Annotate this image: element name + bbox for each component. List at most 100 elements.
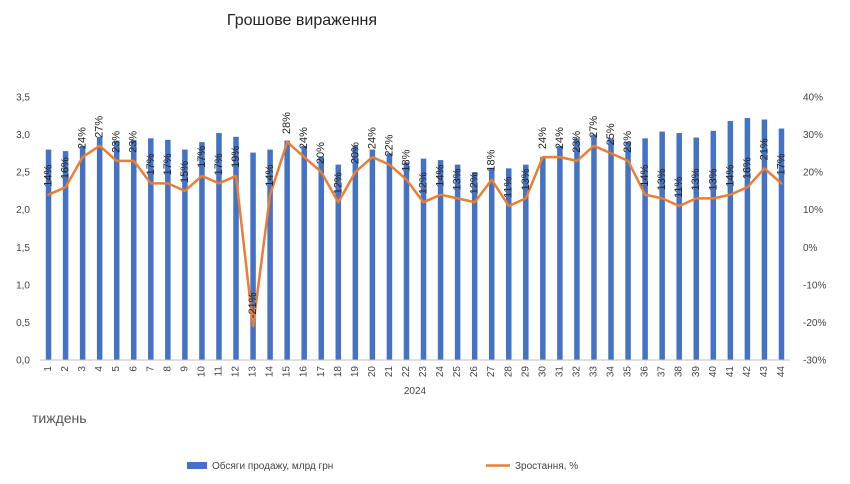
growth-data-label-week-31: 24% [554, 127, 566, 149]
group-label: 2024 [404, 386, 427, 397]
growth-data-label-week-12: 19% [230, 146, 242, 168]
bar-sales-week-16 [301, 145, 307, 360]
x-tick-label-23: 23 [418, 366, 429, 378]
growth-data-label-week-23: 12% [418, 172, 430, 194]
bar-sales-week-33 [591, 134, 597, 360]
growth-data-label-week-24: 14% [435, 164, 447, 186]
x-tick-label-18: 18 [333, 366, 344, 378]
x-tick-label-34: 34 [606, 366, 617, 378]
growth-data-label-week-8: 17% [162, 153, 174, 175]
growth-data-label-week-37: 13% [656, 168, 668, 190]
growth-data-label-week-4: 27% [94, 116, 106, 138]
growth-data-label-week-36: 14% [639, 164, 651, 186]
bar-sales-week-42 [744, 118, 751, 360]
bar-sales-week-24 [437, 160, 444, 360]
growth-data-label-week-26: 12% [469, 172, 481, 194]
x-tick-label-20: 20 [367, 366, 378, 378]
growth-data-label-week-17: 20% [315, 142, 327, 164]
bar-sales-week-21 [386, 153, 393, 360]
bar-sales-week-28 [506, 168, 512, 360]
x-tick-label-42: 42 [742, 366, 753, 378]
bar-sales-week-11 [216, 133, 222, 360]
growth-data-label-week-15: 28% [281, 112, 293, 134]
bar-sales-week-14 [267, 149, 273, 360]
bar-sales-week-22 [403, 162, 410, 360]
growth-data-label-week-32: 23% [571, 131, 583, 153]
x-tick-label-19: 19 [350, 366, 361, 378]
left-tick-label: 1,0 [16, 280, 30, 291]
x-tick-label-27: 27 [486, 366, 497, 378]
x-axis-ticks: 1 2 3 4 5 6 7 8 9 10 11 12 13 14 15 16 17 18 19 20 21 22 23 24 2… [43, 366, 787, 378]
right-tick-label: 40% [803, 93, 823, 104]
bar-sales-week-43 [761, 119, 768, 361]
x-tick-label-24: 24 [435, 366, 446, 378]
growth-data-label-week-33: 27% [588, 116, 600, 138]
bar-sales-week-3 [79, 145, 86, 360]
bar-sales-week-13 [250, 152, 256, 360]
growth-data-label-week-5: 23% [111, 131, 123, 153]
growth-data-label-week-22: 18% [400, 149, 412, 171]
growth-data-label-week-13: -21% [247, 292, 259, 318]
x-tick-label-7: 7 [145, 366, 156, 372]
growth-data-label-week-25: 13% [452, 168, 464, 190]
x-tick-label-4: 4 [94, 366, 105, 372]
bar-sales-week-35 [625, 142, 631, 360]
bar-sales-week-29 [523, 164, 529, 360]
growth-line-layer [47, 140, 783, 328]
growth-data-label-week-44: 17% [775, 153, 787, 175]
bar-sales-week-25 [454, 164, 461, 360]
x-tick-label-2: 2 [60, 366, 71, 372]
right-tick-label: 10% [803, 205, 823, 216]
bar-sales-week-41 [727, 121, 734, 360]
growth-line [47, 140, 783, 328]
growth-data-label-week-27: 18% [486, 149, 498, 171]
x-tick-label-28: 28 [503, 366, 514, 378]
growth-data-label-week-16: 24% [298, 127, 310, 149]
growth-data-label-week-41: 14% [724, 164, 736, 186]
left-tick-label: 1,5 [16, 243, 30, 254]
x-tick-label-35: 35 [623, 366, 634, 378]
x-tick-label-22: 22 [401, 366, 412, 378]
growth-data-label-week-38: 11% [673, 177, 685, 198]
growth-data-label-week-34: 25% [605, 123, 617, 145]
growth-data-label-week-18: 12% [332, 172, 344, 194]
bar-sales-week-27 [488, 168, 495, 360]
x-tick-label-31: 31 [554, 366, 565, 378]
x-tick-label-25: 25 [452, 366, 463, 378]
growth-data-label-week-11: 17% [213, 153, 225, 175]
growth-data-label-week-20: 24% [366, 127, 378, 149]
left-tick-label: 3,5 [16, 93, 30, 104]
bar-sales-week-26 [471, 172, 478, 360]
x-tick-label-37: 37 [657, 366, 668, 378]
growth-data-label-week-28: 11% [503, 177, 515, 198]
right-tick-label: -20% [803, 318, 826, 329]
x-tick-label-1: 1 [43, 366, 54, 372]
bar-sales-week-15 [284, 140, 290, 360]
legend: Обсяги продажу, млрд грн Зростання, % [187, 460, 578, 472]
x-tick-label-3: 3 [77, 366, 88, 372]
x-tick-label-39: 39 [691, 366, 702, 378]
growth-data-label-week-14: 14% [264, 164, 276, 186]
x-tick-label-40: 40 [708, 366, 719, 378]
bar-sales-week-6 [131, 139, 137, 360]
bar-sales-week-44 [778, 128, 785, 360]
bar-sales-week-18 [335, 164, 342, 360]
legend-label-sales: Обсяги продажу, млрд грн [212, 460, 333, 472]
right-axis-ticks: -30% -20% -10% 0% 10% 20% 30% 40% [803, 93, 826, 367]
bar-sales-week-40 [710, 130, 717, 360]
growth-data-label-week-3: 24% [77, 127, 89, 149]
left-axis-ticks: 0,0 0,5 1,0 1,5 2,0 2,5 3,0 3,5 [16, 93, 30, 367]
right-tick-label: -10% [803, 280, 826, 291]
x-axis-title: тиждень [32, 410, 87, 426]
bar-sales-week-7 [148, 138, 154, 360]
bars-layer [45, 118, 785, 361]
x-tick-label-43: 43 [759, 366, 770, 378]
bar-sales-week-12 [233, 136, 239, 360]
legend-label-growth: Зростання, % [515, 461, 578, 472]
growth-data-label-week-19: 20% [349, 142, 361, 164]
growth-data-label-week-21: 22% [383, 134, 395, 156]
x-tick-label-16: 16 [299, 366, 310, 378]
bar-sales-week-30 [540, 157, 546, 360]
bar-sales-week-20 [369, 149, 376, 360]
x-tick-label-10: 10 [196, 366, 207, 378]
